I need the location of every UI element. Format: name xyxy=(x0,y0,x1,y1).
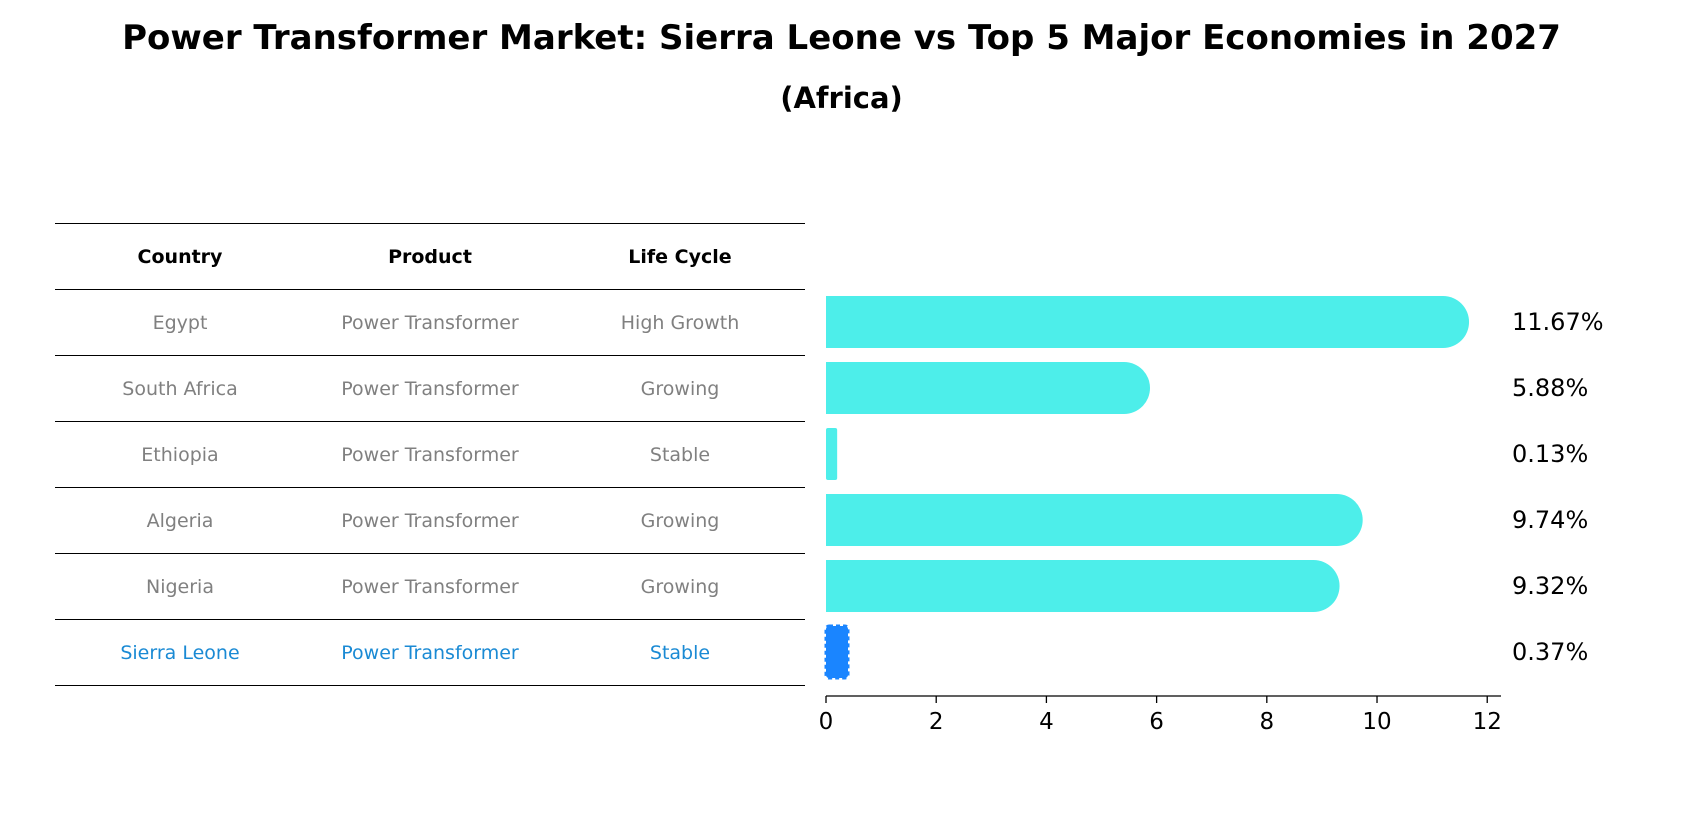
chart-subtitle: (Africa) xyxy=(780,81,903,115)
table-row-highlight: Sierra Leone Power Transformer Stable xyxy=(55,619,805,686)
header-life-cycle: Life Cycle xyxy=(628,246,732,268)
value-label: 9.74% xyxy=(1512,506,1588,534)
cell-life-cycle: Growing xyxy=(640,378,720,400)
value-label: 11.67% xyxy=(1512,308,1604,336)
table-row: South Africa Power Transformer Growing xyxy=(55,355,805,421)
cell-life-cycle: Stable xyxy=(649,444,711,466)
bar-algeria xyxy=(826,494,1363,546)
table-header-row: Country Product Life Cycle xyxy=(55,223,805,289)
header-product: Product xyxy=(388,246,472,268)
bar-ethiopia xyxy=(826,428,838,480)
cell-product: Power Transformer xyxy=(341,444,519,466)
x-tick-label: 10 xyxy=(1362,709,1391,735)
cell-country: Egypt xyxy=(152,312,208,334)
value-label: 5.88% xyxy=(1512,374,1588,402)
header-country: Country xyxy=(137,246,223,268)
x-tick-label: 6 xyxy=(1149,709,1164,735)
cell-country: South Africa xyxy=(122,378,238,400)
table-row: Nigeria Power Transformer Growing xyxy=(55,553,805,619)
cell-life-cycle: Growing xyxy=(640,576,720,598)
cell-product: Power Transformer xyxy=(341,642,519,664)
cell-life-cycle: Growing xyxy=(640,510,720,532)
x-tick-label: 8 xyxy=(1259,709,1274,735)
value-label: 0.13% xyxy=(1512,440,1588,468)
bar-egypt xyxy=(826,296,1470,348)
cell-life-cycle: Stable xyxy=(649,642,711,664)
x-tick-label: 0 xyxy=(819,709,834,735)
chart-title: Power Transformer Market: Sierra Leone v… xyxy=(122,18,1561,58)
value-label: 9.32% xyxy=(1512,572,1588,600)
bar-nigeria xyxy=(826,560,1340,612)
cell-life-cycle: High Growth xyxy=(620,312,740,334)
cell-product: Power Transformer xyxy=(341,510,519,532)
cell-country: Sierra Leone xyxy=(120,642,240,664)
cell-country: Ethiopia xyxy=(141,444,219,466)
x-tick-label: 12 xyxy=(1473,709,1502,735)
value-label: 0.37% xyxy=(1512,638,1588,666)
cell-product: Power Transformer xyxy=(341,378,519,400)
x-tick-label: 2 xyxy=(929,709,944,735)
table-row: Algeria Power Transformer Growing xyxy=(55,487,805,553)
cell-product: Power Transformer xyxy=(341,312,519,334)
x-tick-label: 4 xyxy=(1039,709,1054,735)
bar-south-africa xyxy=(826,362,1150,414)
cell-country: Nigeria xyxy=(146,576,214,598)
country-table: Country Product Life Cycle Egypt Power T… xyxy=(55,223,805,686)
table-row: Egypt Power Transformer High Growth xyxy=(55,289,805,355)
bar-sierra-leone xyxy=(824,624,850,680)
cell-country: Algeria xyxy=(146,510,214,532)
table-row: Ethiopia Power Transformer Stable xyxy=(55,421,805,487)
cell-product: Power Transformer xyxy=(341,576,519,598)
